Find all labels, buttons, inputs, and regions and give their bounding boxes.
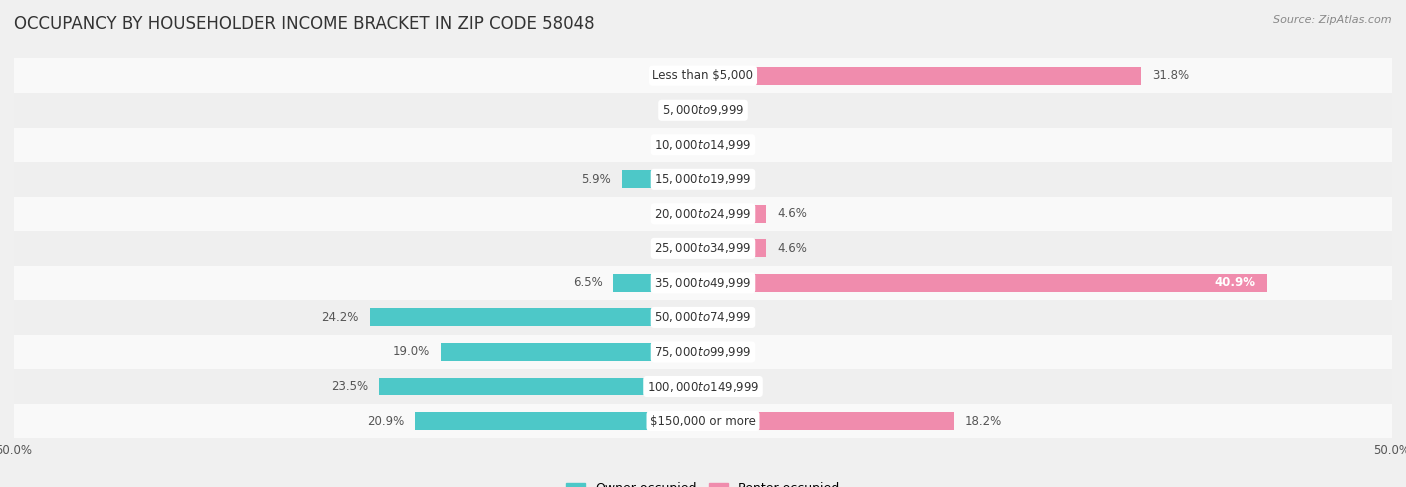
Bar bbox=[14, 162, 1392, 197]
Text: $35,000 to $49,999: $35,000 to $49,999 bbox=[654, 276, 752, 290]
Text: 0.0%: 0.0% bbox=[717, 311, 747, 324]
Text: 0.0%: 0.0% bbox=[717, 104, 747, 117]
Bar bbox=[415, 412, 703, 430]
Bar bbox=[703, 240, 766, 257]
Text: 0.0%: 0.0% bbox=[717, 173, 747, 186]
Text: $10,000 to $14,999: $10,000 to $14,999 bbox=[654, 138, 752, 152]
Text: $150,000 or more: $150,000 or more bbox=[650, 414, 756, 428]
Bar bbox=[703, 274, 1267, 292]
Text: 0.0%: 0.0% bbox=[717, 138, 747, 151]
Text: 40.9%: 40.9% bbox=[1215, 277, 1256, 289]
Bar bbox=[613, 274, 703, 292]
Text: 31.8%: 31.8% bbox=[1152, 69, 1189, 82]
Text: 24.2%: 24.2% bbox=[321, 311, 359, 324]
Bar bbox=[14, 231, 1392, 265]
Text: 5.9%: 5.9% bbox=[581, 173, 610, 186]
Text: $5,000 to $9,999: $5,000 to $9,999 bbox=[662, 103, 744, 117]
Bar bbox=[14, 369, 1392, 404]
Text: $50,000 to $74,999: $50,000 to $74,999 bbox=[654, 310, 752, 324]
Text: 23.5%: 23.5% bbox=[330, 380, 368, 393]
Text: OCCUPANCY BY HOUSEHOLDER INCOME BRACKET IN ZIP CODE 58048: OCCUPANCY BY HOUSEHOLDER INCOME BRACKET … bbox=[14, 15, 595, 33]
Text: 0.0%: 0.0% bbox=[659, 242, 689, 255]
Bar bbox=[380, 377, 703, 395]
Bar bbox=[14, 335, 1392, 369]
Text: 0.0%: 0.0% bbox=[659, 69, 689, 82]
Text: 0.0%: 0.0% bbox=[717, 380, 747, 393]
Bar bbox=[14, 93, 1392, 128]
Text: Less than $5,000: Less than $5,000 bbox=[652, 69, 754, 82]
Text: $15,000 to $19,999: $15,000 to $19,999 bbox=[654, 172, 752, 187]
Bar bbox=[703, 412, 953, 430]
Bar bbox=[621, 170, 703, 188]
Text: $100,000 to $149,999: $100,000 to $149,999 bbox=[647, 379, 759, 393]
Text: 4.6%: 4.6% bbox=[778, 242, 807, 255]
Text: 6.5%: 6.5% bbox=[572, 277, 602, 289]
Bar bbox=[14, 58, 1392, 93]
Text: $25,000 to $34,999: $25,000 to $34,999 bbox=[654, 242, 752, 255]
Bar bbox=[441, 343, 703, 361]
Bar bbox=[14, 128, 1392, 162]
Bar bbox=[14, 300, 1392, 335]
Text: 0.0%: 0.0% bbox=[659, 104, 689, 117]
Text: 0.0%: 0.0% bbox=[717, 345, 747, 358]
Bar bbox=[14, 197, 1392, 231]
Text: 19.0%: 19.0% bbox=[392, 345, 430, 358]
Bar bbox=[703, 67, 1142, 85]
Text: 4.6%: 4.6% bbox=[778, 207, 807, 220]
Text: 0.0%: 0.0% bbox=[659, 207, 689, 220]
Legend: Owner-occupied, Renter-occupied: Owner-occupied, Renter-occupied bbox=[561, 477, 845, 487]
Bar bbox=[370, 308, 703, 326]
Text: $75,000 to $99,999: $75,000 to $99,999 bbox=[654, 345, 752, 359]
Text: Source: ZipAtlas.com: Source: ZipAtlas.com bbox=[1274, 15, 1392, 25]
Text: 20.9%: 20.9% bbox=[367, 414, 404, 428]
Text: $20,000 to $24,999: $20,000 to $24,999 bbox=[654, 207, 752, 221]
Bar bbox=[14, 265, 1392, 300]
Text: 18.2%: 18.2% bbox=[965, 414, 1002, 428]
Bar bbox=[14, 404, 1392, 438]
Text: 0.0%: 0.0% bbox=[659, 138, 689, 151]
Bar bbox=[703, 205, 766, 223]
